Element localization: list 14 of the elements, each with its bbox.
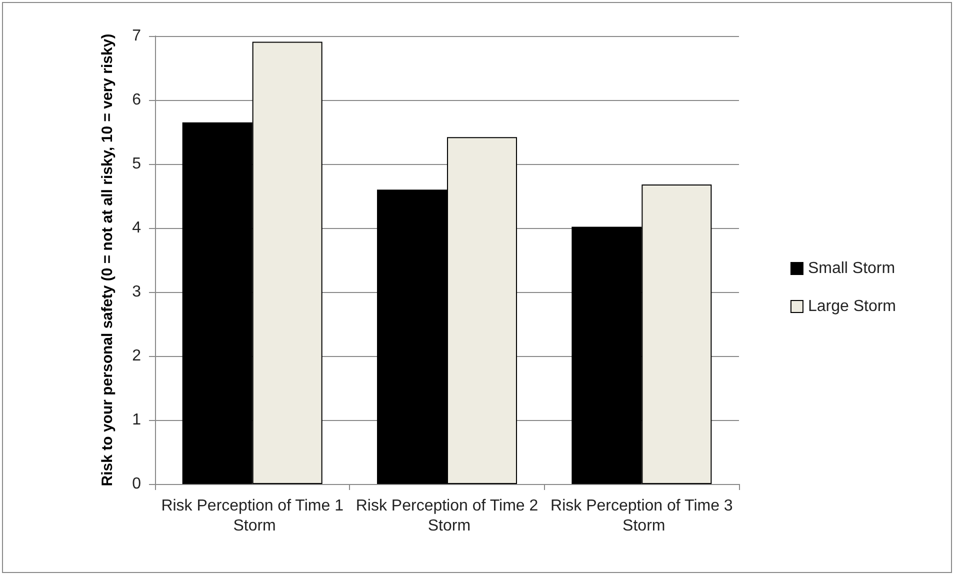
y-tick-label: 3: [132, 284, 142, 300]
y-tick-label: 1: [132, 412, 142, 428]
y-tick-label: 2: [132, 348, 142, 364]
y-tick-label: 7: [132, 28, 142, 44]
y-axis-title: Risk to your personal safety (0 = not at all risky, 10 = very risky): [99, 34, 116, 486]
x-tick-label: Risk Perception of Time 1 Storm: [161, 498, 344, 534]
y-tick-label: 0: [132, 476, 142, 492]
y-tick-label: 4: [132, 220, 142, 236]
x-tick-label: Risk Perception of Time 2 Storm: [356, 498, 538, 534]
x-tick-label: Risk Perception of Time 3 Storm: [550, 498, 733, 534]
y-tick-label: 6: [132, 92, 142, 108]
y-tick-label: 5: [132, 156, 142, 172]
legend-label: Small Storm: [808, 260, 896, 277]
legend-label: Large Storm: [808, 298, 896, 315]
